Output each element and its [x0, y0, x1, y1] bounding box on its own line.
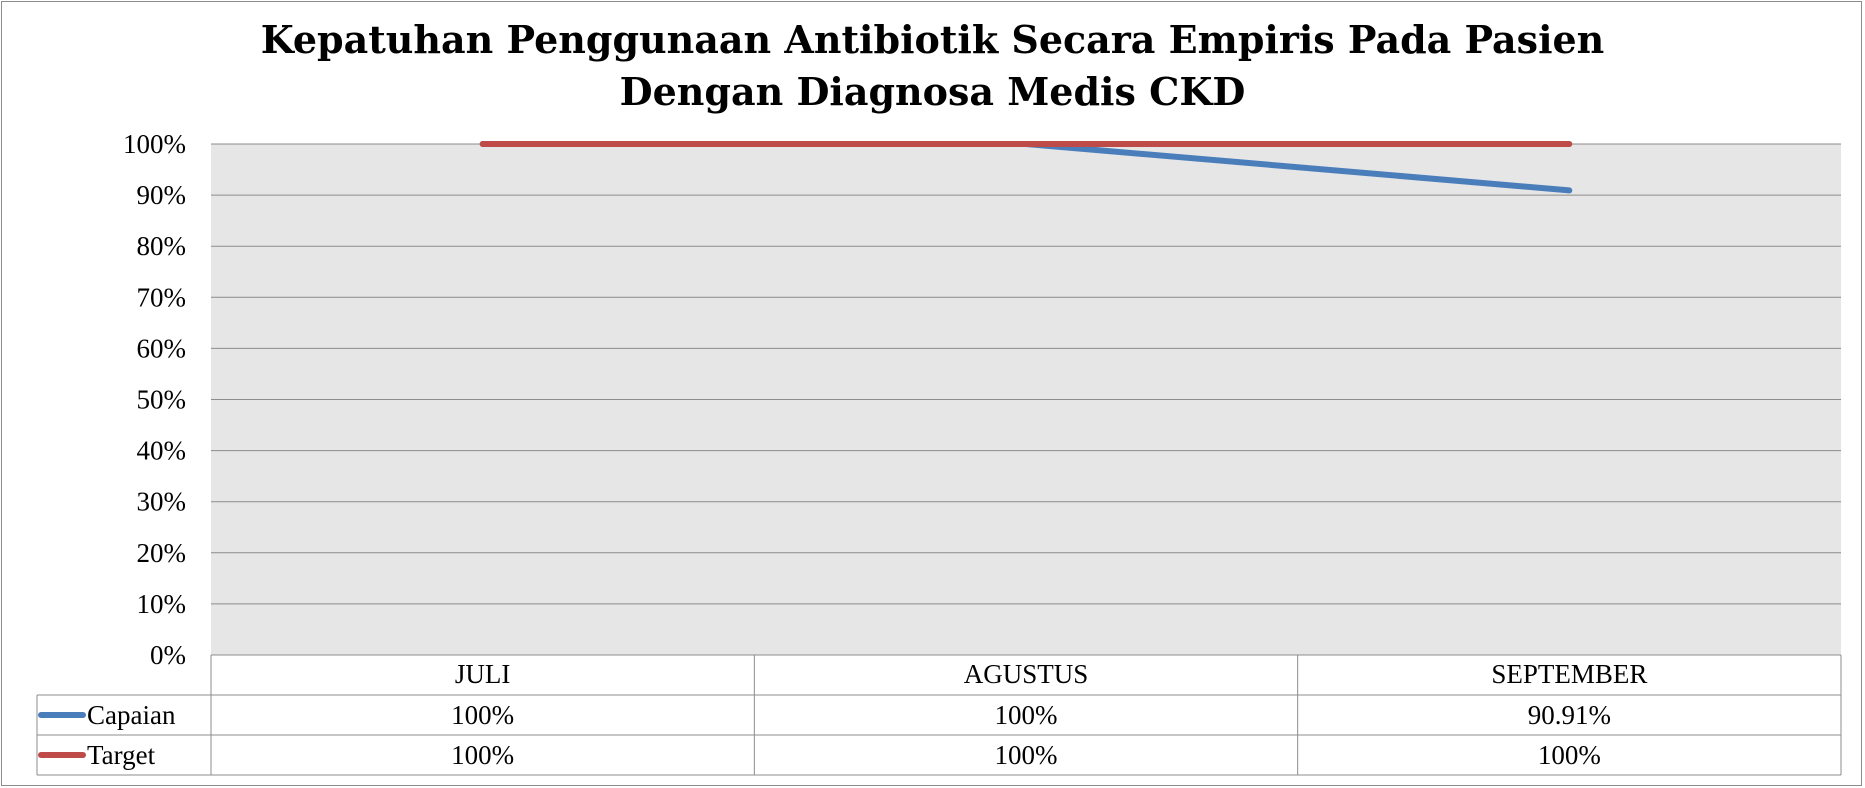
y-tick-label: 10%: [137, 589, 187, 619]
x-tick-label: JULI: [455, 659, 511, 689]
legend-label: Target: [87, 740, 156, 770]
x-tick-label: AGUSTUS: [964, 659, 1089, 689]
chart-title-line-2: Dengan Diagnosa Medis CKD: [619, 69, 1246, 114]
data-label: 100%: [995, 700, 1058, 730]
y-tick-label: 60%: [137, 333, 187, 363]
data-label: 100%: [995, 740, 1058, 770]
y-tick-label: 90%: [137, 180, 187, 210]
y-tick-label: 100%: [123, 129, 186, 159]
y-tick-label: 30%: [137, 487, 187, 517]
y-tick-label: 50%: [137, 385, 187, 415]
y-tick-label: 80%: [137, 231, 187, 261]
y-tick-label: 0%: [150, 640, 186, 670]
y-tick-label: 40%: [137, 436, 187, 466]
data-label: 90.91%: [1528, 700, 1611, 730]
y-tick-label: 70%: [137, 282, 187, 312]
chart-title: Kepatuhan Penggunaan Antibiotik Secara E…: [0, 14, 1865, 118]
legend-label: Capaian: [87, 700, 176, 730]
x-tick-label: SEPTEMBER: [1491, 659, 1647, 689]
data-label: 100%: [451, 700, 514, 730]
y-tick-label: 20%: [137, 538, 187, 568]
data-label: 100%: [1538, 740, 1601, 770]
data-label: 100%: [451, 740, 514, 770]
chart-title-line-1: Kepatuhan Penggunaan Antibiotik Secara E…: [260, 17, 1605, 62]
